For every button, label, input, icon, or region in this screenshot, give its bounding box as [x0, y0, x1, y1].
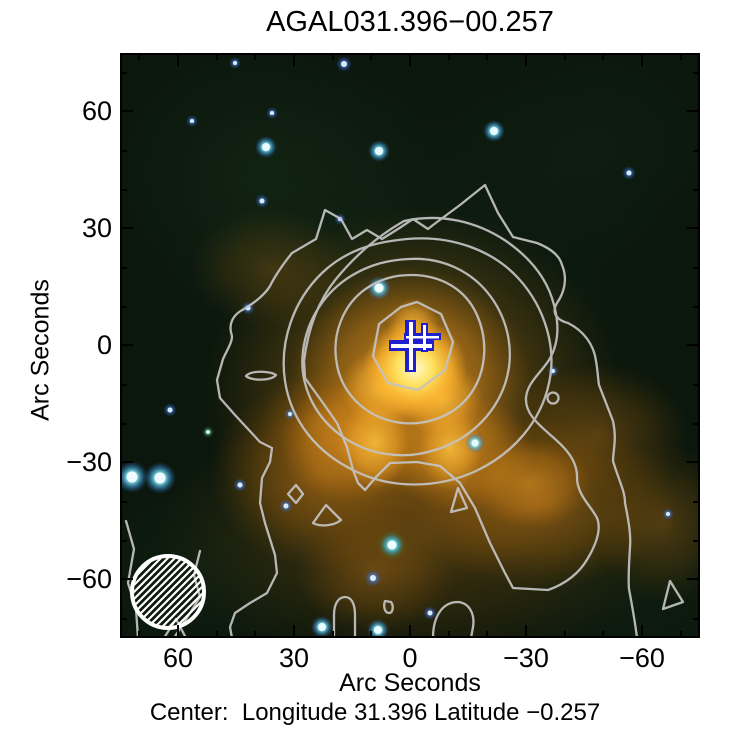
axis-ticks-x-minor: [138, 53, 682, 638]
y-tick-label-m30: −30: [66, 447, 112, 477]
axis-ticks-x-major: [177, 53, 643, 638]
y-tick-label-0: 0: [96, 330, 112, 360]
contour-level-5: [302, 216, 600, 592]
image-panel: [120, 53, 700, 638]
contour-level-6-outer: [215, 183, 639, 638]
x-tick-label-30: 30: [278, 643, 310, 673]
axis-frame: [120, 53, 700, 638]
axis-ticks-y-minor: [120, 72, 700, 620]
figure-caption: Center: Longitude 31.396 Latitude −0.257: [149, 699, 601, 726]
source-markers: [389, 320, 441, 372]
x-tick-label-m30: −30: [503, 643, 549, 673]
contour-level-3: [301, 257, 511, 457]
contour-level-1: [371, 300, 455, 392]
x-axis-label: Arc Seconds: [339, 669, 481, 697]
star-field: [120, 56, 674, 638]
sky-svg: [120, 53, 700, 638]
y-tick-label-m60: −60: [66, 564, 112, 594]
cross-white-stripes: [391, 322, 439, 370]
axis-ticks: [120, 53, 700, 638]
figure-title: AGAL031.396−00.257: [266, 6, 554, 38]
y-tick-label-60: 60: [81, 96, 112, 126]
beam-circle: [130, 554, 206, 630]
x-tick-label-m60: −60: [619, 643, 665, 673]
contour-level-4: [282, 237, 553, 486]
axis-ticks-y-major: [120, 110, 700, 580]
contour-level-2: [334, 273, 486, 425]
x-tick-label-60: 60: [162, 643, 194, 673]
y-axis-label: Arc Seconds: [26, 279, 55, 421]
y-tick-label-30: 30: [81, 213, 112, 243]
nebula: [160, 208, 700, 638]
x-tick-label-0: 0: [402, 643, 418, 673]
